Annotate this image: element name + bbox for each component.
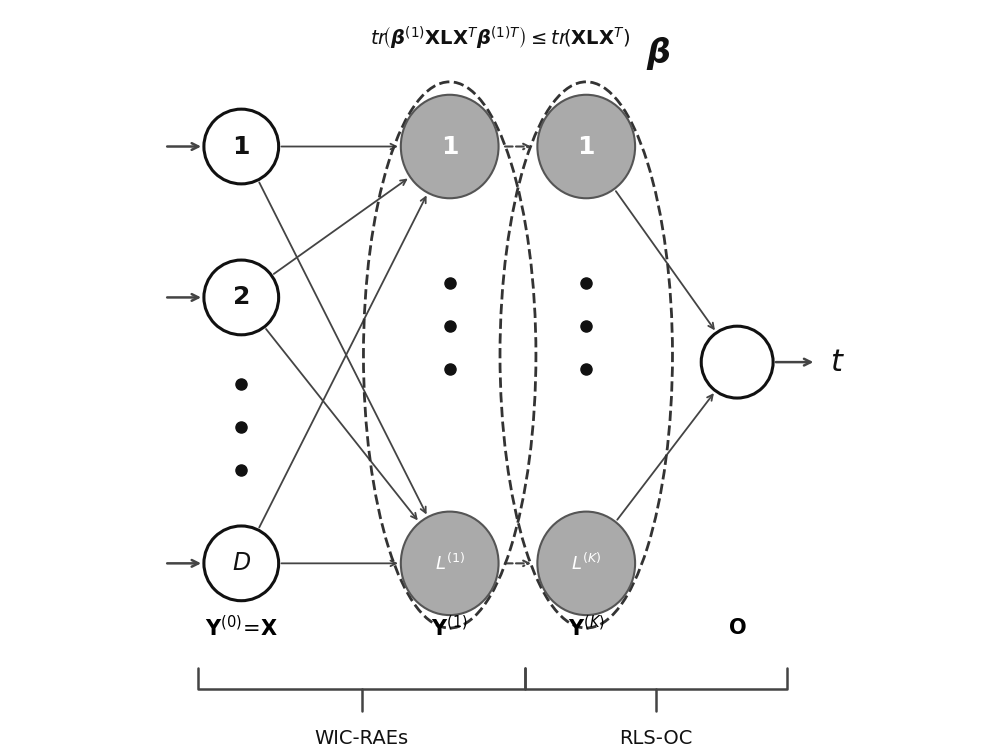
Circle shape — [204, 109, 279, 184]
Text: $\mathbf{Y}^{(K)}$: $\mathbf{Y}^{(K)}$ — [568, 616, 605, 640]
Text: $L^{(K)}$: $L^{(K)}$ — [571, 553, 601, 574]
Text: 1: 1 — [577, 135, 595, 159]
Text: $tr\!\left(\boldsymbol{\beta}^{(1)}\mathbf{X}\mathbf{L}\mathbf{X}^T\boldsymbol{\: $tr\!\left(\boldsymbol{\beta}^{(1)}\math… — [370, 25, 630, 52]
Ellipse shape — [401, 95, 499, 198]
Text: $\mathbf{Y}^{(0)}\!=\!\mathbf{X}$: $\mathbf{Y}^{(0)}\!=\!\mathbf{X}$ — [205, 616, 278, 640]
Text: WIC-RAEs: WIC-RAEs — [315, 729, 409, 748]
Text: $\boldsymbol{\beta}$: $\boldsymbol{\beta}$ — [646, 34, 670, 72]
Ellipse shape — [401, 512, 499, 615]
Text: 1: 1 — [233, 135, 250, 159]
Circle shape — [204, 260, 279, 335]
Text: $D$: $D$ — [232, 551, 251, 575]
Text: 2: 2 — [233, 285, 250, 309]
Ellipse shape — [537, 512, 635, 615]
Text: 1: 1 — [441, 135, 458, 159]
Ellipse shape — [537, 95, 635, 198]
Circle shape — [204, 526, 279, 601]
Text: $t$: $t$ — [830, 348, 845, 377]
Text: $L^{(1)}$: $L^{(1)}$ — [435, 553, 465, 574]
Text: RLS-OC: RLS-OC — [620, 729, 693, 748]
Circle shape — [701, 326, 773, 398]
Text: $\mathbf{O}$: $\mathbf{O}$ — [728, 618, 746, 638]
Text: $\mathbf{Y}^{(1)}$: $\mathbf{Y}^{(1)}$ — [431, 616, 468, 640]
